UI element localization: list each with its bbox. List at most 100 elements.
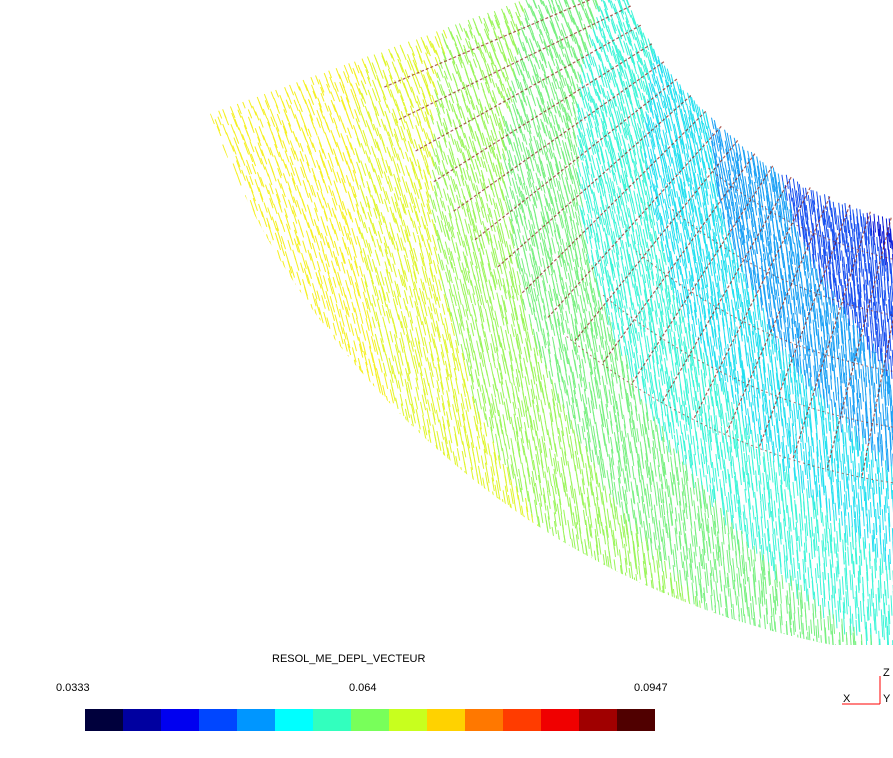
vector-arrow — [763, 244, 767, 261]
vector-arrow — [788, 294, 792, 315]
vector-arrow — [821, 375, 825, 400]
vector-arrow — [493, 234, 499, 250]
vector-arrow — [558, 110, 564, 123]
vector-arrow — [724, 140, 730, 161]
vector-arrow — [569, 85, 575, 100]
vector-arrow — [826, 302, 830, 325]
vector-arrow — [617, 16, 624, 32]
vector-arrow — [688, 212, 693, 231]
vector-arrow — [611, 37, 618, 54]
vector-arrow — [793, 221, 796, 237]
vector-arrow — [698, 139, 703, 153]
vector-arrow — [874, 311, 877, 331]
vector-arrow — [755, 285, 759, 307]
vector-arrow — [594, 145, 600, 161]
vector-arrow — [393, 173, 399, 189]
vector-arrow — [441, 33, 448, 47]
vector-arrow — [570, 204, 575, 219]
vector-arrow — [552, 307, 558, 328]
vector-arrow — [689, 145, 694, 163]
vector-arrow — [699, 246, 703, 262]
vector-arrow — [667, 194, 672, 207]
vector-arrow — [778, 297, 782, 318]
vector-arrow — [717, 163, 722, 179]
vector-arrow — [527, 54, 534, 67]
vector-arrow — [658, 127, 664, 147]
vector-arrow — [816, 308, 820, 328]
vector-arrow — [587, 149, 592, 162]
vector-arrow — [858, 252, 861, 273]
vector-arrow — [673, 108, 679, 128]
vector-arrow — [751, 284, 755, 301]
vector-arrow — [639, 148, 644, 162]
vector-arrow — [844, 281, 848, 303]
vector-arrow — [710, 208, 715, 227]
vector-arrow — [454, 23, 460, 34]
vector-arrow — [395, 104, 402, 119]
vector-arrow — [627, 374, 632, 397]
vector-arrow — [377, 65, 384, 79]
vector-arrow — [561, 59, 567, 74]
vector-arrow — [566, 122, 572, 139]
vector-arrow — [678, 183, 684, 205]
vector-arrow — [609, 108, 615, 125]
vector-arrow — [732, 456, 735, 475]
vector-arrow — [655, 114, 661, 132]
vector-arrow — [538, 34, 544, 44]
vector-arrow — [700, 168, 706, 189]
vector-arrow — [635, 50, 640, 63]
vector-arrow — [832, 229, 836, 252]
vector-arrow — [683, 195, 688, 214]
vector-arrow — [475, 104, 481, 116]
vector-arrow — [868, 221, 871, 236]
vector-arrow — [399, 44, 404, 53]
vector-arrow — [347, 76, 352, 87]
vector-arrow — [691, 239, 697, 262]
vector-arrow — [650, 135, 655, 150]
vector-arrow — [564, 53, 570, 67]
vector-arrow — [620, 65, 626, 80]
vector-arrow — [643, 117, 649, 131]
vector-arrow — [541, 52, 547, 64]
vector-arrow — [800, 292, 804, 310]
vector-arrow — [699, 256, 704, 276]
vector-arrow — [723, 167, 728, 187]
vector-arrow — [798, 322, 802, 343]
vector-arrow — [462, 61, 468, 75]
vector-arrow — [526, 263, 531, 278]
vector-arrow — [824, 294, 828, 317]
vector-arrow — [705, 132, 710, 146]
vector-arrow — [552, 7, 558, 18]
vector-arrow — [580, 120, 586, 137]
vector-arrow — [734, 202, 739, 223]
vector-arrow — [514, 155, 519, 167]
vector-arrow — [728, 199, 733, 220]
vector-arrow — [640, 77, 645, 92]
vector-arrow — [642, 253, 648, 272]
vector-arrow — [767, 215, 772, 236]
vector-arrow — [788, 233, 792, 251]
vector-arrow — [656, 164, 661, 178]
vector-arrow — [703, 122, 708, 142]
vector-arrow — [862, 387, 864, 402]
vector-arrow — [885, 488, 888, 509]
vector-arrow — [693, 187, 697, 200]
vector-arrow — [537, 149, 542, 164]
vector-arrow — [391, 156, 398, 172]
vector-arrow — [594, 395, 598, 410]
vector-arrow — [566, 131, 572, 148]
vector-arrow — [589, 302, 594, 317]
vector-arrow — [604, 137, 610, 154]
vector-arrow — [874, 259, 878, 285]
vector-arrow — [543, 69, 548, 80]
vector-arrow — [627, 130, 633, 150]
vector-arrow — [890, 389, 893, 406]
vector-arrow — [739, 426, 743, 442]
vector-arrow — [819, 248, 823, 268]
vector-arrow — [859, 328, 863, 351]
vector-arrow — [629, 111, 634, 127]
vector-arrow — [709, 146, 715, 164]
vector-arrow — [570, 91, 575, 105]
vector-arrow — [645, 85, 651, 103]
vector-arrow — [881, 467, 885, 490]
